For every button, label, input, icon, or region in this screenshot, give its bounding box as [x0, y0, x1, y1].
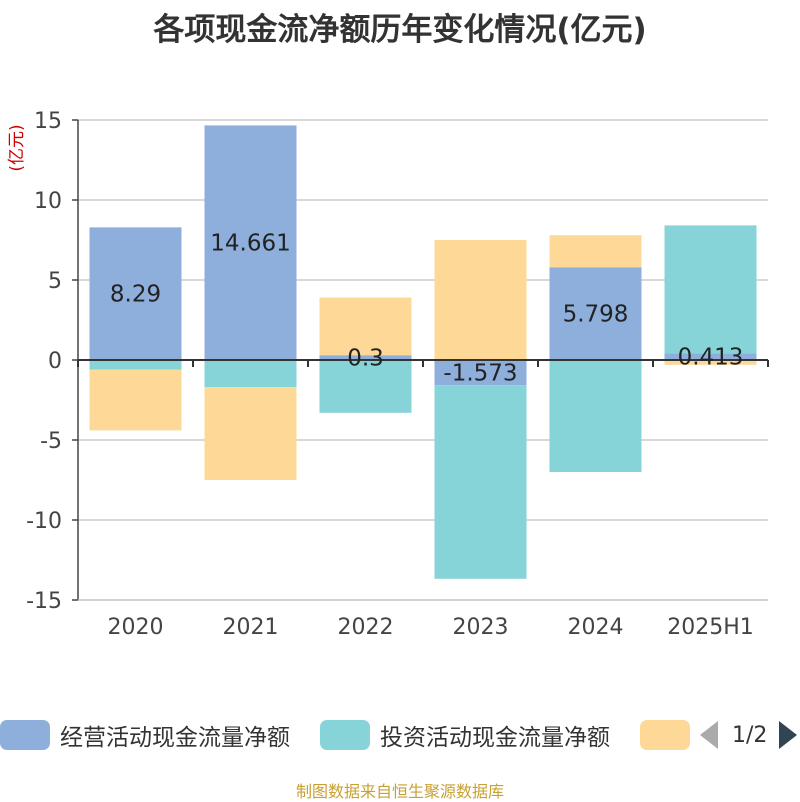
- bar-series2-2020: [89, 369, 182, 431]
- bar-series0-2025H1: [664, 353, 757, 360]
- data-label: 5.798: [563, 302, 629, 328]
- x-tick-label: 2023: [453, 615, 509, 640]
- chart-canvas: -15 -10 -5 0 5 10 15 2020 2021 2022 2023 2024 2025H1…: [7, 109, 769, 640]
- bar-series2-2024: [549, 235, 642, 268]
- y-tick-label: 5: [48, 269, 62, 294]
- data-label: 0.413: [678, 345, 744, 371]
- bar-series0-2022: [319, 355, 412, 360]
- x-tick-label: 2024: [568, 615, 624, 640]
- y-tick-label: 10: [34, 189, 62, 214]
- pager-next-icon[interactable]: [779, 721, 798, 749]
- axes: -15 -10 -5 0 5 10 15 2020 2021 2022 2023 2024 2025H1…: [7, 109, 769, 640]
- y-axis-label: (亿元): [7, 124, 27, 171]
- bar-series1-2023: [434, 385, 527, 579]
- legend-label-investing: 投资活动现金流量净额: [380, 725, 610, 751]
- legend-pager: 1/2: [700, 718, 798, 752]
- bar-series0-2021: [204, 125, 297, 360]
- x-tick-label: 2022: [338, 615, 394, 640]
- data-label: -1.573: [443, 361, 517, 387]
- legend-swatch-operating: [0, 720, 50, 750]
- bar-series2-2021: [204, 387, 297, 480]
- bars: [89, 125, 757, 579]
- bar-series2-2023: [434, 240, 527, 360]
- legend-swatch-investing: [320, 720, 370, 750]
- legend-item-third[interactable]: [640, 718, 690, 752]
- y-tick-label: -15: [26, 589, 62, 614]
- bar-series2-2022: [319, 297, 412, 356]
- bar-series1-2022: [319, 360, 412, 413]
- source-note: 制图数据来自恒生聚源数据库: [295, 782, 504, 801]
- legend-item-investing[interactable]: 投资活动现金流量净额: [320, 718, 610, 752]
- legend-label-operating: 经营活动现金流量净额: [60, 725, 290, 751]
- chart-title: 各项现金流净额历年变化情况(亿元): [153, 12, 647, 48]
- data-label: 14.661: [210, 231, 290, 257]
- legend-swatch-third: [640, 720, 690, 750]
- bar-series1-2024: [549, 360, 642, 472]
- bar-series1-2021: [204, 360, 297, 388]
- bar-series1-2025H1: [664, 225, 757, 354]
- bar-series2-2025H1: [664, 360, 757, 365]
- y-tick-label: 15: [34, 109, 62, 134]
- x-tick-label: 2025H1: [667, 615, 754, 640]
- bar-series0-2024: [549, 267, 642, 360]
- bar-series0-2020: [89, 227, 182, 360]
- y-tick-label: -5: [40, 429, 62, 454]
- legend: 经营活动现金流量净额 投资活动现金流量净额: [0, 718, 800, 752]
- legend-item-operating[interactable]: 经营活动现金流量净额: [0, 718, 290, 752]
- y-tick-label: -10: [26, 509, 62, 534]
- data-label: 8.29: [110, 282, 161, 308]
- data-label: 0.3: [347, 346, 384, 372]
- bar-series1-2020: [89, 360, 182, 370]
- x-tick-label: 2020: [108, 615, 164, 640]
- pager-text: 1/2: [732, 722, 768, 748]
- x-tick-label: 2021: [223, 615, 279, 640]
- pager-prev-icon[interactable]: [700, 721, 718, 749]
- y-tick-label: 0: [48, 349, 62, 374]
- bar-series0-2023: [434, 360, 527, 386]
- data-labels: 8.29 14.661 0.3 -1.573 5.798 0.413: [110, 231, 744, 387]
